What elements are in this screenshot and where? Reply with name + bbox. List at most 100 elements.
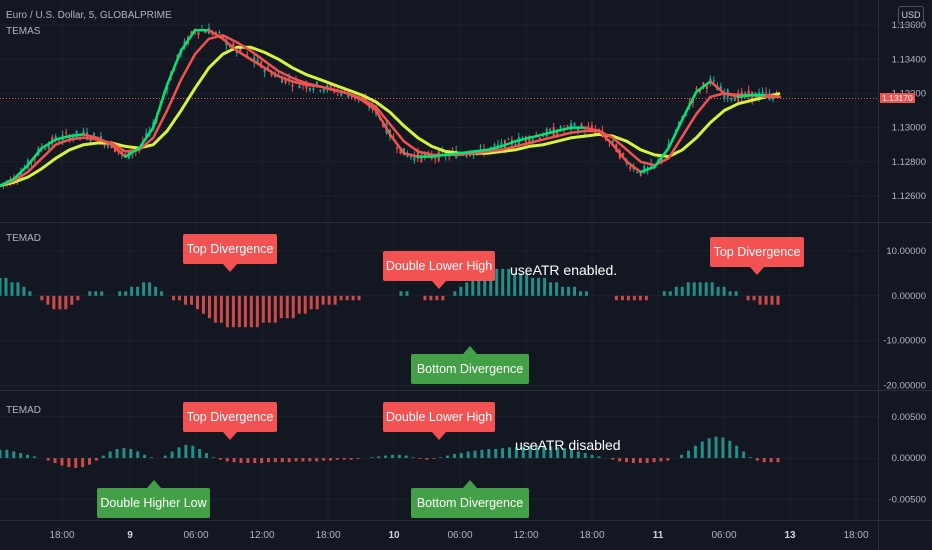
tema-fast-segment bbox=[681, 90, 698, 121]
tema-fast-segment bbox=[597, 129, 615, 146]
candle-body bbox=[730, 97, 733, 100]
indicator-tick-label: 10.00000 bbox=[886, 246, 926, 257]
candle-body bbox=[479, 145, 482, 148]
candle-body bbox=[566, 125, 569, 127]
indicator-tick-label: -10.00000 bbox=[883, 336, 926, 347]
candle-body bbox=[270, 72, 273, 76]
callout-text: Top Divergence bbox=[186, 410, 274, 424]
callout-text: Bottom Divergence bbox=[416, 496, 524, 510]
tema-fast-segment bbox=[444, 151, 461, 157]
tema-fast-segment bbox=[500, 140, 517, 148]
indicator-label-temad-1: TEMAD bbox=[6, 233, 41, 244]
time-tick-label: 12:00 bbox=[513, 530, 538, 541]
candle-body bbox=[246, 53, 249, 55]
currency-badge[interactable]: USD bbox=[898, 6, 924, 25]
candle-body bbox=[33, 158, 36, 160]
candle-body bbox=[723, 92, 726, 99]
candle-body bbox=[319, 90, 322, 92]
last-price-tag: 1.13170 bbox=[880, 92, 915, 103]
candle-body bbox=[465, 155, 468, 157]
callout-top-divergence-2: Top Divergence bbox=[710, 237, 804, 275]
tema-fast-segment bbox=[388, 133, 406, 155]
candle-body bbox=[284, 77, 287, 84]
indicator-label-temad-2: TEMAD bbox=[6, 405, 41, 416]
tema-fast-segment bbox=[695, 80, 712, 93]
callout-text: Top Divergence bbox=[186, 242, 274, 256]
tema-slow-line bbox=[0, 45, 781, 188]
candle-body bbox=[72, 136, 75, 139]
tema-fast-segment bbox=[333, 88, 350, 95]
candle-body bbox=[308, 87, 311, 91]
candle-body bbox=[719, 86, 722, 91]
tema-fast-segment bbox=[26, 146, 44, 167]
callout-text: Double Lower High bbox=[385, 410, 493, 424]
candle-body bbox=[329, 85, 332, 88]
price-tick-label: 1.13400 bbox=[892, 54, 926, 65]
tema-fast-segment bbox=[555, 126, 573, 133]
candle-body bbox=[312, 88, 315, 91]
candle-body bbox=[228, 46, 231, 48]
candle-body bbox=[705, 85, 708, 89]
candle-body bbox=[204, 31, 207, 34]
tema-fast-segment bbox=[402, 151, 420, 158]
candle-body bbox=[131, 154, 134, 156]
time-tick-label: 18:00 bbox=[843, 530, 868, 541]
tema-fast-segment bbox=[82, 133, 99, 140]
tema-fast-segment bbox=[346, 92, 364, 102]
time-tick-label: 9 bbox=[127, 530, 133, 541]
candle-body bbox=[420, 154, 423, 162]
symbol-title: Euro / U.S. Dollar, 5, GLOBALPRIME bbox=[6, 10, 172, 21]
candle-body bbox=[218, 32, 221, 34]
candle-body bbox=[106, 144, 109, 148]
tema-fast-segment bbox=[54, 134, 71, 141]
callout-bottom-divergence-1: Bottom Divergence bbox=[411, 346, 529, 384]
callout-text: Bottom Divergence bbox=[416, 362, 524, 376]
price-tick-label: 1.12600 bbox=[892, 191, 926, 202]
candle-body bbox=[47, 144, 50, 149]
candle-body bbox=[382, 123, 385, 127]
tema-fast-segment bbox=[709, 80, 726, 95]
callout-pointer bbox=[432, 281, 446, 289]
candle-body bbox=[19, 172, 22, 176]
tema-fast-segment bbox=[151, 83, 169, 129]
candle-body bbox=[709, 78, 712, 82]
tema-fast-segment bbox=[541, 129, 559, 136]
indicator-tick-label: 0.00000 bbox=[892, 291, 926, 302]
candle-body bbox=[549, 128, 552, 132]
tema-fast-segment bbox=[68, 133, 85, 138]
candle-body bbox=[395, 147, 398, 149]
candle-body bbox=[611, 140, 614, 143]
time-tick-label: 10 bbox=[388, 530, 400, 541]
tema-fast-segment bbox=[207, 28, 225, 40]
indicator-tick-label: 0.00500 bbox=[892, 412, 926, 423]
time-tick-label: 06:00 bbox=[183, 530, 208, 541]
candle-body bbox=[684, 114, 687, 116]
candle-body bbox=[413, 155, 416, 161]
time-tick-label: 06:00 bbox=[711, 530, 736, 541]
candle-body bbox=[636, 172, 639, 174]
candle-body bbox=[531, 138, 534, 141]
tema-fast-segment bbox=[179, 28, 197, 52]
tema-fast-segment bbox=[319, 85, 336, 92]
callout-pointer bbox=[223, 264, 237, 272]
candle-body bbox=[514, 144, 517, 146]
callout-double-higher-low: Double Higher Low bbox=[97, 480, 210, 518]
candle-body bbox=[315, 81, 318, 86]
note-useatr-disabled: useATR disabled bbox=[515, 437, 621, 453]
tema-mid-line bbox=[0, 34, 780, 187]
candle-body bbox=[528, 136, 531, 143]
candle-body bbox=[65, 132, 68, 134]
indicator-tick-label: -20.00000 bbox=[883, 381, 926, 392]
candle-body bbox=[340, 91, 343, 96]
candle-body bbox=[350, 96, 353, 98]
candle-body bbox=[281, 77, 284, 83]
callout-text: Top Divergence bbox=[713, 245, 801, 259]
candle-body bbox=[263, 69, 266, 73]
time-tick-label: 18:00 bbox=[315, 530, 340, 541]
tema-fast-segment bbox=[277, 75, 294, 83]
candle-body bbox=[580, 123, 583, 127]
indicator-tick-label: -0.00500 bbox=[888, 494, 926, 505]
callout-text: Double Higher Low bbox=[100, 496, 207, 510]
tema-fast-segment bbox=[486, 145, 503, 152]
price-tick-label: 1.12800 bbox=[892, 157, 926, 168]
